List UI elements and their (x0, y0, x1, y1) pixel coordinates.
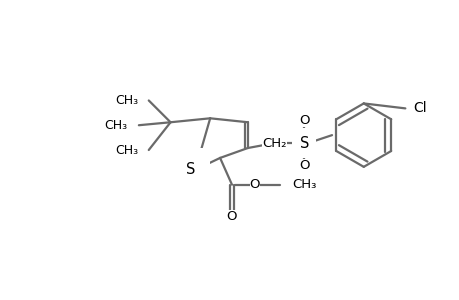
Text: CH₃: CH₃ (104, 119, 127, 132)
Text: O: O (298, 159, 309, 172)
Text: CH₂: CH₂ (262, 136, 286, 150)
Text: O: O (249, 178, 259, 191)
Text: Cl: Cl (412, 101, 426, 116)
Text: O: O (298, 114, 309, 127)
Text: CH₃: CH₃ (116, 94, 139, 107)
Text: CH₃: CH₃ (292, 178, 316, 191)
Text: CH₃: CH₃ (116, 143, 139, 157)
Text: S: S (299, 136, 308, 151)
Text: S: S (185, 162, 195, 177)
Text: O: O (226, 210, 237, 223)
